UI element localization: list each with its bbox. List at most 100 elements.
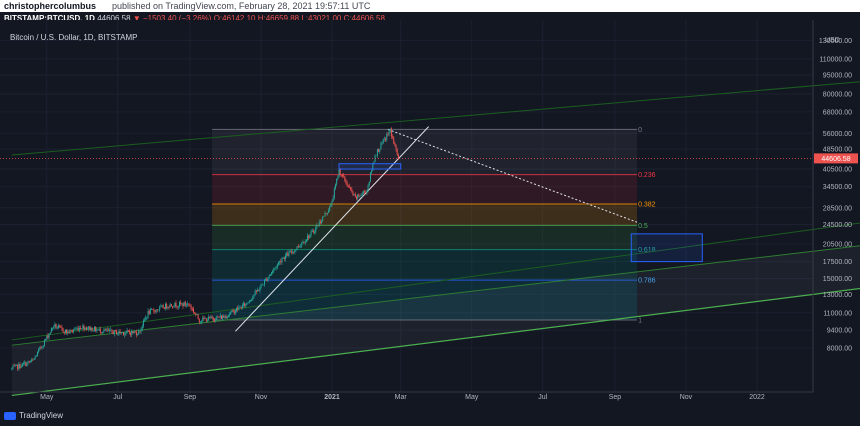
time-tick-label: Jul (538, 394, 547, 401)
candle-body (197, 314, 199, 319)
price-tick-label: 9400.00 (827, 328, 852, 335)
candle-body (360, 194, 362, 197)
candle-body (393, 137, 395, 144)
candle-body (301, 243, 303, 246)
candle-body (12, 365, 14, 369)
author-name[interactable]: christophercolumbus (4, 1, 97, 11)
candle-body (166, 304, 168, 309)
candle-body (246, 303, 248, 304)
candle-body (199, 321, 201, 323)
candle-body (134, 331, 136, 333)
candle-body (54, 324, 56, 327)
price-tick-label: 130000.00 (819, 38, 852, 45)
candle-body (167, 307, 169, 309)
candle-body (373, 161, 375, 165)
candle-body (92, 331, 94, 332)
candle-body (227, 315, 229, 317)
candle-body (131, 331, 133, 335)
candle-body (238, 307, 240, 310)
candle-body (390, 128, 392, 137)
candle-body (73, 330, 75, 332)
candle-body (87, 328, 89, 330)
candle-body (158, 309, 160, 311)
candle-body (95, 326, 97, 332)
candle-body (17, 364, 19, 369)
candle-body (344, 176, 346, 181)
candle-body (47, 335, 49, 338)
candle-body (217, 316, 219, 318)
price-tick-label: 11000.00 (823, 310, 852, 317)
candle-body (135, 331, 137, 335)
candle-body (33, 358, 35, 361)
candle-body (240, 306, 242, 309)
candle-body (180, 302, 182, 304)
trendlines[interactable] (11, 79, 860, 397)
candle-body (355, 196, 357, 199)
candle-body (236, 307, 238, 312)
candle-body (234, 311, 236, 314)
candle-body (336, 178, 338, 185)
candle-body (266, 279, 268, 281)
candle-body (165, 304, 167, 309)
candle-body (163, 308, 165, 309)
candle-body (138, 331, 140, 335)
candle-body (85, 327, 87, 330)
candle-body (147, 311, 149, 318)
candle-body (38, 349, 40, 352)
candle-body (125, 332, 127, 334)
candle-body (14, 364, 16, 367)
candle-body (81, 328, 83, 330)
candle-body (291, 251, 293, 253)
candle-body (273, 268, 275, 271)
candle-body (184, 302, 186, 306)
candle-body (245, 303, 247, 307)
candle-body (60, 326, 62, 328)
candle-body (189, 304, 191, 307)
symbol-name[interactable]: BITSTAMP:BTCUSD, 1D (4, 14, 95, 23)
candle-body (70, 329, 72, 331)
candle-body (141, 326, 143, 329)
candle-body (206, 320, 208, 322)
candle-body (27, 361, 29, 363)
candle-body (368, 181, 370, 186)
fibonacci-retracement[interactable]: 0 0.236 0.382 0.5 0.618 0.786 1 (212, 127, 656, 325)
candle-body (148, 311, 150, 315)
candle-body (208, 316, 210, 321)
fib-level-label: 0.5 (638, 223, 648, 230)
time-axis[interactable]: May Jul Sep Nov 2021 Mar May Jul Sep Nov 2022 (40, 394, 765, 401)
fib-level-label: 0.618 (638, 247, 656, 254)
candle-body (66, 329, 68, 333)
candle-body (67, 331, 69, 333)
candle-body (275, 267, 277, 269)
price-axis[interactable]: 130000.00 110000.00 95000.00 80000.00 68000.… (819, 38, 852, 352)
candle-body (24, 362, 26, 364)
candle-body (332, 197, 334, 202)
candle-body (43, 340, 45, 346)
candle-body (394, 143, 396, 145)
trendline (235, 126, 430, 332)
candle-body (283, 257, 285, 259)
candle-body (40, 347, 42, 348)
candle-body (223, 315, 225, 318)
candle-body (71, 330, 73, 332)
candle-body (185, 304, 187, 306)
candle-body (358, 194, 360, 197)
candle-body (160, 306, 162, 307)
candle-body (342, 174, 344, 176)
candle-body (268, 276, 270, 278)
candle-body (274, 267, 276, 269)
candle-body (120, 332, 122, 334)
fib-level-label: 0.382 (638, 201, 656, 208)
candle-body (263, 280, 265, 285)
candle-body (378, 149, 380, 152)
tradingview-logo[interactable]: TradingView (4, 411, 63, 420)
candle-body (195, 313, 197, 315)
candle-body (203, 317, 205, 319)
candle-body (324, 213, 326, 217)
candle-body (359, 196, 361, 197)
zone-boxes[interactable] (338, 163, 703, 263)
candle-body (168, 307, 170, 308)
candle-body (280, 261, 282, 263)
candle-body (326, 212, 328, 214)
